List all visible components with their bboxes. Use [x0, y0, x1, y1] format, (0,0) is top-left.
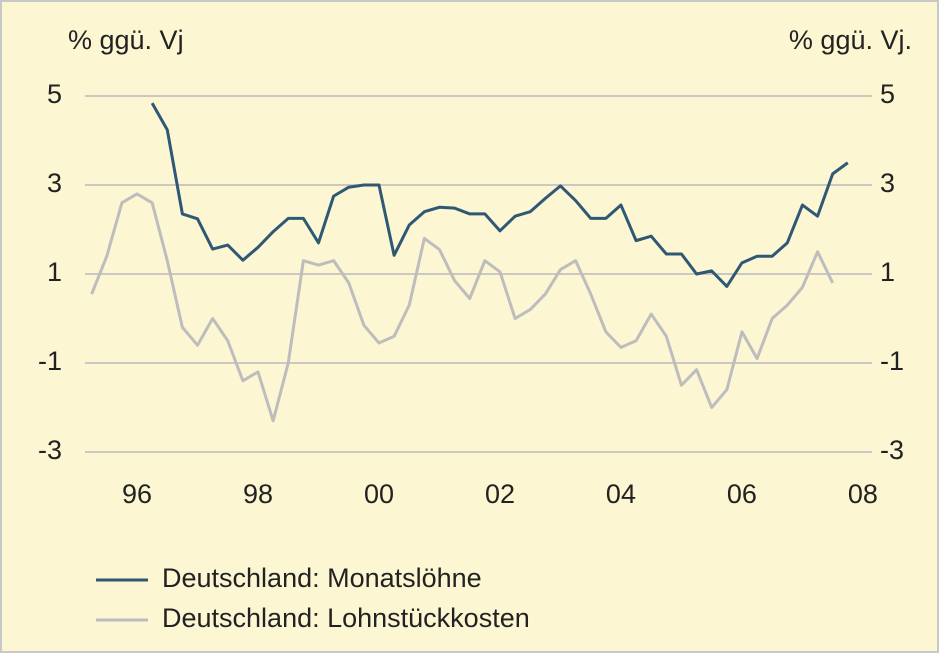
x-tick-label: 06 [727, 479, 757, 509]
x-tick-label: 98 [243, 479, 273, 509]
y-tick-label: 1 [47, 257, 62, 287]
y-tick-label: -3 [38, 435, 62, 465]
series-line [150, 102, 849, 288]
x-tick-label: 96 [122, 479, 152, 509]
legend-label: Deutschland: Lohnstückkosten [162, 603, 530, 633]
x-tick-label: 02 [485, 479, 515, 509]
y2-tick-label: -1 [880, 346, 904, 376]
y-tick-label: 5 [47, 79, 62, 109]
legend-label: Deutschland: Monatslöhne [162, 563, 482, 593]
x-tick-label: 08 [848, 479, 878, 509]
y2-tick-label: 1 [880, 257, 895, 287]
y-axis-label: % ggü. Vj [68, 25, 184, 55]
x-tick-label: 04 [606, 479, 636, 509]
y-tick-label: 3 [47, 168, 62, 198]
series-line [90, 192, 835, 423]
y-tick-label: -1 [38, 346, 62, 376]
y2-tick-label: 5 [880, 79, 895, 109]
y2-tick-label: 3 [880, 168, 895, 198]
x-tick-label: 00 [364, 479, 394, 509]
y2-axis-label: % ggü. Vj. [789, 25, 912, 55]
y2-tick-label: -3 [880, 435, 904, 465]
